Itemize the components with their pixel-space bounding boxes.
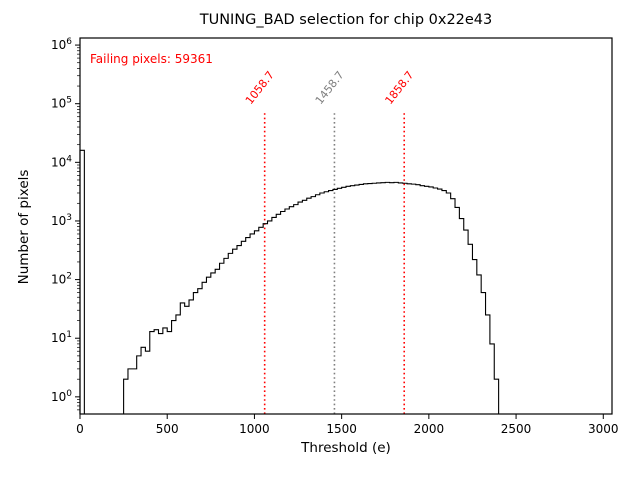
y-axis-label: Number of pixels (16, 169, 32, 285)
y-tick-label: 100 (51, 389, 72, 404)
y-tick-label: 102 (51, 272, 72, 287)
threshold-vline-label: 1458.7 (313, 69, 347, 107)
y-tick-label: 101 (51, 330, 72, 345)
x-tick-label: 1000 (239, 422, 270, 436)
chart-title: TUNING_BAD selection for chip 0x22e43 (199, 12, 493, 28)
threshold-vline-label: 1858.7 (382, 69, 416, 107)
x-tick-label: 0 (76, 422, 84, 436)
y-tick-label: 104 (51, 154, 72, 169)
threshold-vline-label: 1058.7 (243, 69, 277, 107)
failing-pixels-annotation: Failing pixels: 59361 (90, 52, 213, 66)
x-tick-label: 1500 (326, 422, 357, 436)
histogram-path (79, 149, 503, 415)
x-tick-label: 2000 (414, 422, 445, 436)
x-tick-label: 500 (156, 422, 179, 436)
y-tick-label: 105 (51, 96, 72, 111)
y-tick-label: 106 (51, 37, 72, 52)
y-tick-label: 103 (51, 213, 72, 228)
x-tick-label: 3000 (588, 422, 619, 436)
axes-frame (79, 37, 613, 415)
x-tick-label: 2500 (501, 422, 532, 436)
x-axis-label: Threshold (e) (301, 440, 391, 456)
